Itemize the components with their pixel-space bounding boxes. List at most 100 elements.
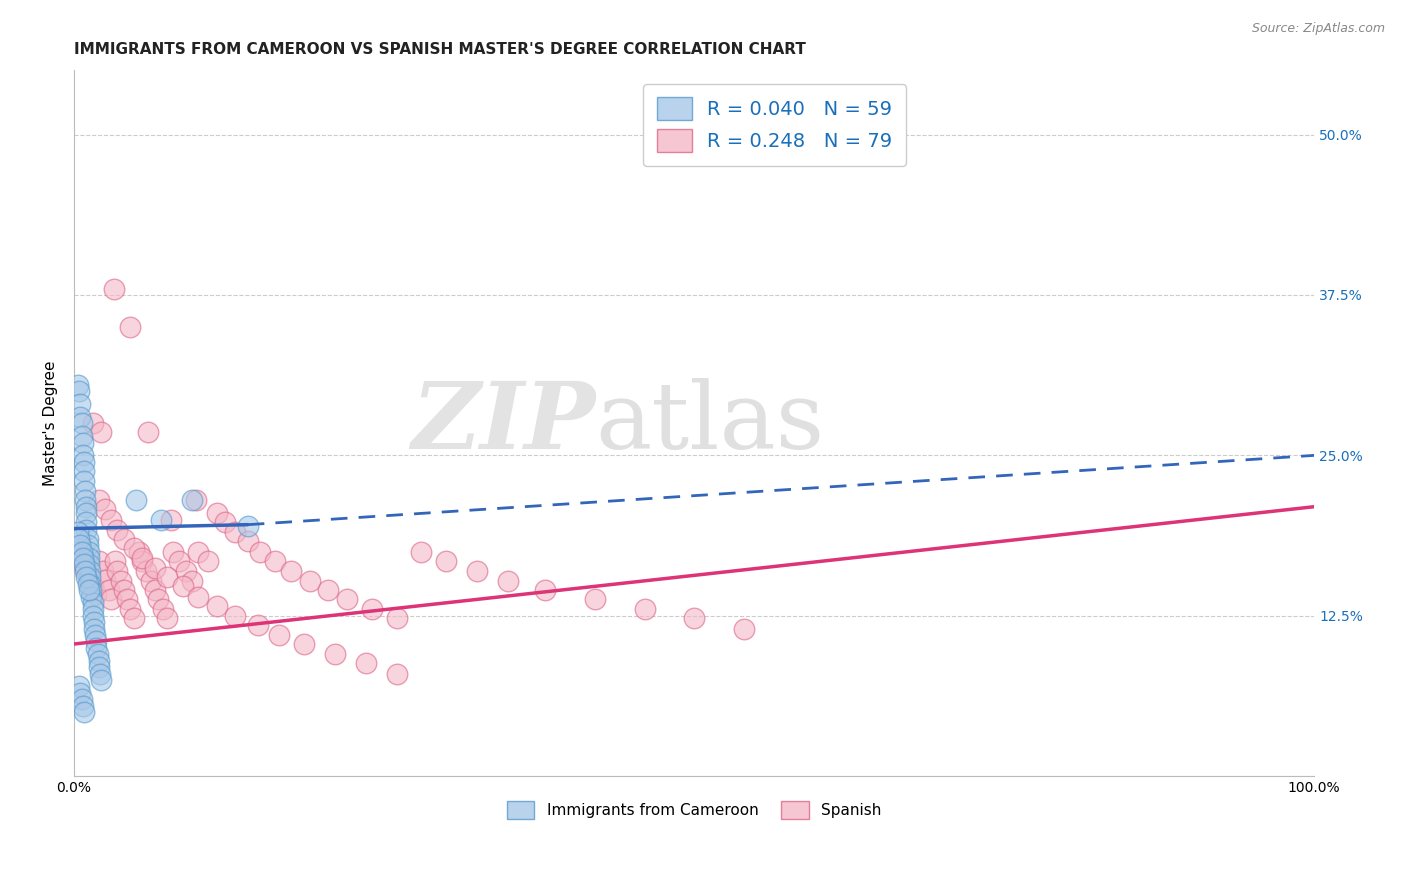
Point [72, 551, 94, 566]
Point [76, 506, 98, 520]
Point [79, 564, 101, 578]
Point [82, 602, 104, 616]
Y-axis label: Master's Degree: Master's Degree [44, 360, 58, 486]
Point [135, 564, 157, 578]
Point [70, 417, 93, 431]
Point [67, 384, 90, 399]
Point [323, 647, 346, 661]
Point [76, 500, 98, 514]
Point [86, 587, 108, 601]
Point [292, 637, 315, 651]
Point [70, 544, 93, 558]
Point [73, 705, 96, 719]
Point [107, 564, 129, 578]
Point [87, 660, 110, 674]
Point [79, 576, 101, 591]
Point [139, 574, 162, 588]
Point [72, 698, 94, 713]
Point [69, 686, 91, 700]
Point [156, 570, 179, 584]
Point [77, 551, 100, 566]
Point [197, 553, 219, 567]
Point [69, 397, 91, 411]
Point [87, 493, 110, 508]
Point [465, 564, 488, 578]
Point [184, 493, 207, 508]
Point [118, 320, 141, 334]
Point [67, 679, 90, 693]
Point [82, 596, 104, 610]
Point [94, 502, 117, 516]
Point [633, 602, 655, 616]
Point [122, 541, 145, 555]
Point [75, 484, 97, 499]
Point [264, 553, 287, 567]
Point [131, 551, 153, 566]
Point [66, 377, 89, 392]
Point [97, 583, 120, 598]
Point [187, 544, 209, 558]
Point [87, 654, 110, 668]
Point [69, 538, 91, 552]
Point [90, 425, 112, 440]
Text: atlas: atlas [595, 378, 824, 468]
Point [125, 493, 148, 508]
Point [86, 647, 108, 661]
Point [77, 570, 100, 584]
Text: ZIP: ZIP [411, 378, 595, 468]
Point [77, 544, 100, 558]
Point [733, 622, 755, 636]
Point [91, 564, 114, 578]
Point [117, 592, 139, 607]
Point [104, 553, 127, 567]
Point [90, 673, 112, 687]
Point [280, 564, 302, 578]
Point [172, 579, 194, 593]
Point [131, 553, 153, 567]
Point [76, 538, 98, 552]
Point [80, 590, 103, 604]
Point [112, 532, 135, 546]
Point [318, 583, 340, 598]
Point [76, 515, 98, 529]
Point [82, 608, 104, 623]
Point [360, 602, 382, 616]
Point [73, 464, 96, 478]
Point [83, 622, 105, 636]
Point [148, 592, 170, 607]
Point [385, 611, 408, 625]
Point [180, 493, 202, 508]
Point [583, 592, 606, 607]
Point [224, 608, 246, 623]
Point [236, 534, 259, 549]
Point [82, 417, 104, 431]
Point [94, 573, 117, 587]
Point [80, 583, 103, 598]
Point [122, 611, 145, 625]
Text: Source: ZipAtlas.com: Source: ZipAtlas.com [1251, 22, 1385, 36]
Point [75, 493, 97, 508]
Point [76, 532, 98, 546]
Point [87, 553, 110, 567]
Point [143, 583, 166, 598]
Point [66, 525, 89, 540]
Point [156, 611, 179, 625]
Point [73, 558, 96, 572]
Point [79, 570, 101, 584]
Point [683, 611, 706, 625]
Point [385, 666, 408, 681]
Point [236, 519, 259, 533]
Point [70, 429, 93, 443]
Point [534, 583, 557, 598]
Point [75, 564, 97, 578]
Point [496, 574, 519, 588]
Point [205, 599, 228, 613]
Point [152, 602, 174, 616]
Point [128, 544, 150, 558]
Point [110, 574, 132, 588]
Point [267, 628, 290, 642]
Point [73, 474, 96, 488]
Point [75, 561, 97, 575]
Point [73, 455, 96, 469]
Point [336, 592, 359, 607]
